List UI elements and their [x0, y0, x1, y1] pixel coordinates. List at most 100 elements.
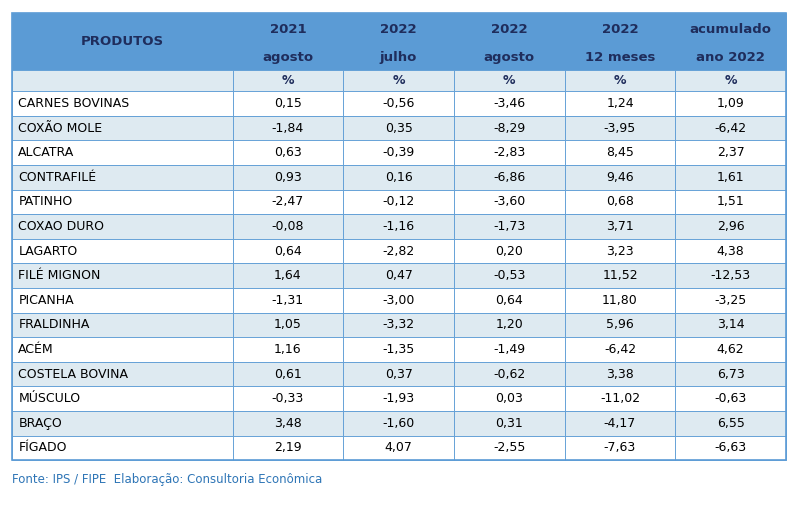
Text: COXÃO MOLE: COXÃO MOLE: [18, 122, 102, 135]
Bar: [454, 214, 565, 239]
Text: 0,37: 0,37: [385, 368, 413, 381]
Bar: [454, 190, 565, 214]
Text: 0,35: 0,35: [385, 122, 413, 135]
Bar: [343, 411, 454, 436]
Text: FÍGADO: FÍGADO: [18, 441, 67, 454]
Bar: [12, 386, 232, 411]
Bar: [12, 116, 232, 140]
Text: 1,09: 1,09: [717, 97, 745, 110]
Text: 0,93: 0,93: [274, 171, 302, 184]
Bar: [343, 264, 454, 288]
Text: -7,63: -7,63: [604, 441, 636, 454]
Bar: [12, 362, 232, 386]
Text: -3,60: -3,60: [493, 196, 525, 209]
Bar: [454, 116, 565, 140]
Text: 0,31: 0,31: [496, 417, 523, 430]
Bar: [12, 13, 232, 70]
Text: -2,47: -2,47: [272, 196, 304, 209]
Text: 2,37: 2,37: [717, 146, 745, 159]
Text: ACÉM: ACÉM: [18, 343, 54, 356]
Bar: [343, 92, 454, 116]
Bar: [454, 313, 565, 337]
Bar: [675, 362, 786, 386]
Bar: [454, 411, 565, 436]
Text: -1,31: -1,31: [272, 294, 304, 307]
Bar: [565, 165, 675, 190]
Text: CARNES BOVINAS: CARNES BOVINAS: [18, 97, 129, 110]
Text: COSTELA BOVINA: COSTELA BOVINA: [18, 368, 128, 381]
Text: %: %: [503, 74, 516, 87]
Bar: [565, 239, 675, 264]
Text: -3,00: -3,00: [382, 294, 415, 307]
Text: %: %: [725, 74, 737, 87]
Bar: [12, 165, 232, 190]
Bar: [232, 116, 343, 140]
Bar: [232, 190, 343, 214]
Text: 1,20: 1,20: [496, 318, 523, 331]
Text: 9,46: 9,46: [606, 171, 634, 184]
Text: 3,71: 3,71: [606, 220, 634, 233]
Bar: [12, 140, 232, 165]
Bar: [12, 411, 232, 436]
Text: FILÉ MIGNON: FILÉ MIGNON: [18, 269, 101, 282]
Text: 2,96: 2,96: [717, 220, 745, 233]
Bar: [675, 288, 786, 313]
Text: -2,83: -2,83: [493, 146, 525, 159]
Text: FRALDINHA: FRALDINHA: [18, 318, 89, 331]
Bar: [12, 13, 786, 460]
Bar: [675, 313, 786, 337]
Bar: [454, 165, 565, 190]
Text: -1,73: -1,73: [493, 220, 525, 233]
Text: -1,60: -1,60: [382, 417, 415, 430]
Text: 1,24: 1,24: [606, 97, 634, 110]
Bar: [232, 436, 343, 460]
Bar: [454, 436, 565, 460]
Bar: [12, 190, 232, 214]
Bar: [675, 436, 786, 460]
Bar: [232, 264, 343, 288]
Text: -1,93: -1,93: [382, 392, 415, 405]
Bar: [675, 140, 786, 165]
Bar: [454, 362, 565, 386]
Text: -3,25: -3,25: [714, 294, 747, 307]
Text: -4,17: -4,17: [604, 417, 636, 430]
Bar: [232, 13, 343, 45]
Text: acumulado: acumulado: [689, 22, 772, 35]
Text: 8,45: 8,45: [606, 146, 634, 159]
Bar: [12, 436, 232, 460]
Text: -6,63: -6,63: [715, 441, 747, 454]
Text: julho: julho: [380, 51, 417, 64]
Text: -8,29: -8,29: [493, 122, 525, 135]
Bar: [12, 239, 232, 264]
Text: 0,20: 0,20: [496, 244, 523, 257]
Bar: [12, 337, 232, 362]
Bar: [675, 116, 786, 140]
Text: -2,82: -2,82: [382, 244, 415, 257]
Bar: [454, 13, 565, 45]
Text: 2022: 2022: [602, 22, 638, 35]
Bar: [232, 362, 343, 386]
Bar: [343, 337, 454, 362]
Bar: [565, 436, 675, 460]
Text: 4,07: 4,07: [385, 441, 413, 454]
Text: -6,42: -6,42: [715, 122, 747, 135]
Bar: [343, 45, 454, 70]
Bar: [343, 70, 454, 92]
Text: -3,32: -3,32: [382, 318, 415, 331]
Bar: [565, 337, 675, 362]
Bar: [343, 140, 454, 165]
Text: -3,46: -3,46: [493, 97, 525, 110]
Text: CONTRAFILÉ: CONTRAFILÉ: [18, 171, 97, 184]
Text: 2021: 2021: [270, 22, 306, 35]
Bar: [343, 288, 454, 313]
Text: Fonte: IPS / FIPE  Elaboração: Consultoria Econômica: Fonte: IPS / FIPE Elaboração: Consultori…: [12, 473, 322, 486]
Text: 1,16: 1,16: [274, 343, 302, 356]
Text: 3,48: 3,48: [274, 417, 302, 430]
Text: 5,96: 5,96: [606, 318, 634, 331]
Text: 0,64: 0,64: [274, 244, 302, 257]
Bar: [343, 116, 454, 140]
Text: -12,53: -12,53: [711, 269, 751, 282]
Bar: [565, 386, 675, 411]
Text: %: %: [393, 74, 405, 87]
Text: -0,08: -0,08: [271, 220, 304, 233]
